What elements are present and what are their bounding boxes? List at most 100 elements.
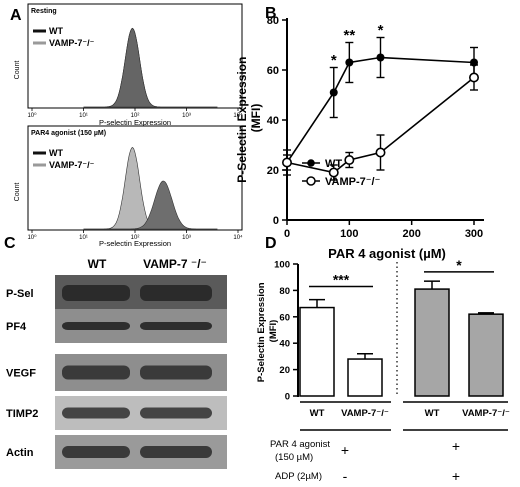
category-label: VAMP-7⁻/⁻ xyxy=(462,408,510,419)
legend-label-wt: WT xyxy=(325,158,342,170)
data-point-vamp7 xyxy=(328,167,339,178)
bar xyxy=(347,358,383,397)
data-point-vamp7 xyxy=(344,155,355,166)
panel-d-bar-chart: 0 20 40 60 80 100 P-Selectin Expression (MFI)… xyxy=(256,257,510,484)
histogram-wt xyxy=(83,27,218,108)
blot-band-vamp7 xyxy=(140,322,212,330)
histogram-title: PAR4 agonist (150 µM) xyxy=(31,130,106,137)
y-tick-label: 60 xyxy=(267,65,279,77)
x-tick-label: 10¹ xyxy=(79,235,88,241)
bar xyxy=(468,313,504,397)
x-tick-label: 10² xyxy=(131,113,140,119)
data-point-wt xyxy=(329,88,338,97)
y-tick-label: 80 xyxy=(279,286,290,297)
condition-par4-left-sign: + xyxy=(341,442,349,458)
y-axis-label: P-Selectin Expression (MFI) xyxy=(235,53,263,182)
x-tick-label: 0 xyxy=(284,228,290,240)
x-tick-label: 10⁰ xyxy=(27,234,37,241)
blot-column-vamp7: VAMP-7 ⁻/⁻ xyxy=(143,257,207,271)
bar xyxy=(414,288,450,397)
x-tick-label: 10⁴ xyxy=(233,112,243,119)
x-tick-label: 10² xyxy=(131,235,140,241)
blot-band-wt xyxy=(62,407,130,419)
blot-row-label: TIMP2 xyxy=(6,408,38,420)
blot-band-vamp7 xyxy=(140,446,212,458)
blot-band-wt xyxy=(62,365,130,380)
y-tick-label: 100 xyxy=(274,260,290,271)
y-axis-label: P-Selectin Expression (MFI) xyxy=(256,280,279,382)
y-tick-label: 60 xyxy=(279,312,290,323)
significance-marker: * xyxy=(456,257,462,273)
y-axis-label: Count xyxy=(14,183,21,202)
significance-marker: * xyxy=(378,22,384,39)
x-tick-label: 10⁰ xyxy=(27,112,37,119)
blot-band-wt xyxy=(62,322,130,330)
y-tick-label: 40 xyxy=(267,115,279,127)
x-tick-label: 200 xyxy=(402,228,420,240)
x-tick-label: 10¹ xyxy=(79,113,88,119)
x-tick-label: 300 xyxy=(465,228,483,240)
blot-band-vamp7 xyxy=(140,407,212,419)
panel-label-d: D xyxy=(265,235,277,252)
histogram-resting: Resting WT VAMP-7⁻/⁻ Count P-selectin Ex… xyxy=(14,3,243,127)
y-axis-label-line1: P-Selectin Expression xyxy=(256,282,267,382)
condition-adp-right-sign: + xyxy=(452,468,460,484)
data-point-vamp7 xyxy=(375,147,386,158)
significance-marker: * xyxy=(331,52,337,69)
panel-label-a: A xyxy=(10,7,22,24)
blot-row-label: PF4 xyxy=(6,321,27,333)
x-tick-label: 10⁴ xyxy=(233,234,243,241)
x-axis-label: P-selectin Expression xyxy=(99,118,171,127)
blot-band-vamp7 xyxy=(140,365,212,380)
category-label: WT xyxy=(425,408,440,419)
x-axis-label: P-selectin Expression xyxy=(99,239,171,248)
y-axis-label-line1: P-Selectin Expression xyxy=(235,57,249,183)
y-tick-label: 80 xyxy=(267,15,279,27)
y-axis-label-line2: (MFI) xyxy=(249,104,263,133)
x-axis-label: PAR 4 agonist (µM) xyxy=(328,246,446,261)
blot-row-label: VEGF xyxy=(6,368,36,380)
data-point-wt xyxy=(376,53,385,62)
y-tick-label: 20 xyxy=(279,365,290,376)
condition-adp-left-sign: - xyxy=(343,468,348,484)
histogram-vamp7 xyxy=(83,27,218,108)
legend-label-vamp7: VAMP-7⁻/⁻ xyxy=(325,176,381,188)
y-axis-label-line2: (MFI) xyxy=(268,320,279,343)
data-point-vamp7 xyxy=(468,72,479,83)
blot-column-wt: WT xyxy=(88,257,107,271)
data-point-wt xyxy=(345,58,354,67)
x-tick-label: 100 xyxy=(340,228,358,240)
blot-band-wt xyxy=(62,446,130,458)
blot-band-vamp7 xyxy=(140,285,212,301)
significance-marker: ** xyxy=(343,27,355,44)
blot-row-label: Actin xyxy=(6,447,34,459)
blot-band-wt xyxy=(62,285,130,301)
category-label: WT xyxy=(310,408,325,419)
condition-label-par4: PAR 4 agonist xyxy=(270,439,330,450)
x-tick-label: 10³ xyxy=(182,113,191,119)
panel-label-c: C xyxy=(4,235,16,252)
x-tick-label: 10³ xyxy=(182,235,191,241)
legend-label-vamp7: VAMP-7⁻/⁻ xyxy=(49,160,95,170)
y-tick-label: 40 xyxy=(279,339,290,350)
y-tick-label: 0 xyxy=(273,215,279,227)
bar xyxy=(299,306,335,397)
condition-par4-right-sign: + xyxy=(452,438,460,454)
legend-label-wt: WT xyxy=(49,148,63,158)
significance-marker: *** xyxy=(333,271,350,287)
y-tick-label: 0 xyxy=(285,392,290,403)
histogram-par4-agonist: PAR4 agonist (150 µM) WT VAMP-7⁻/⁻ Count… xyxy=(14,125,243,248)
panel-label-b: B xyxy=(265,5,277,22)
panel-a-histograms: Resting WT VAMP-7⁻/⁻ Count P-selectin Ex… xyxy=(14,3,243,248)
panel-c-western-blot: WT VAMP-7 ⁻/⁻ P-Sel PF4 VEGF TIMP2 Actin xyxy=(6,257,227,469)
blot-row-label: P-Sel xyxy=(6,288,34,300)
condition-label-par4-dose: (150 µM) xyxy=(275,452,313,463)
histogram-title: Resting xyxy=(31,8,57,15)
condition-label-adp: ADP (2µM) xyxy=(275,471,322,482)
legend-marker-vamp7 xyxy=(306,176,316,186)
histogram-wt xyxy=(83,180,218,230)
y-axis-label: Count xyxy=(14,61,21,80)
panel-b-line-chart: 0 20 40 60 80 0 100 200 300 P-Selectin Expressi… xyxy=(235,15,484,261)
legend-marker-wt xyxy=(307,159,315,167)
